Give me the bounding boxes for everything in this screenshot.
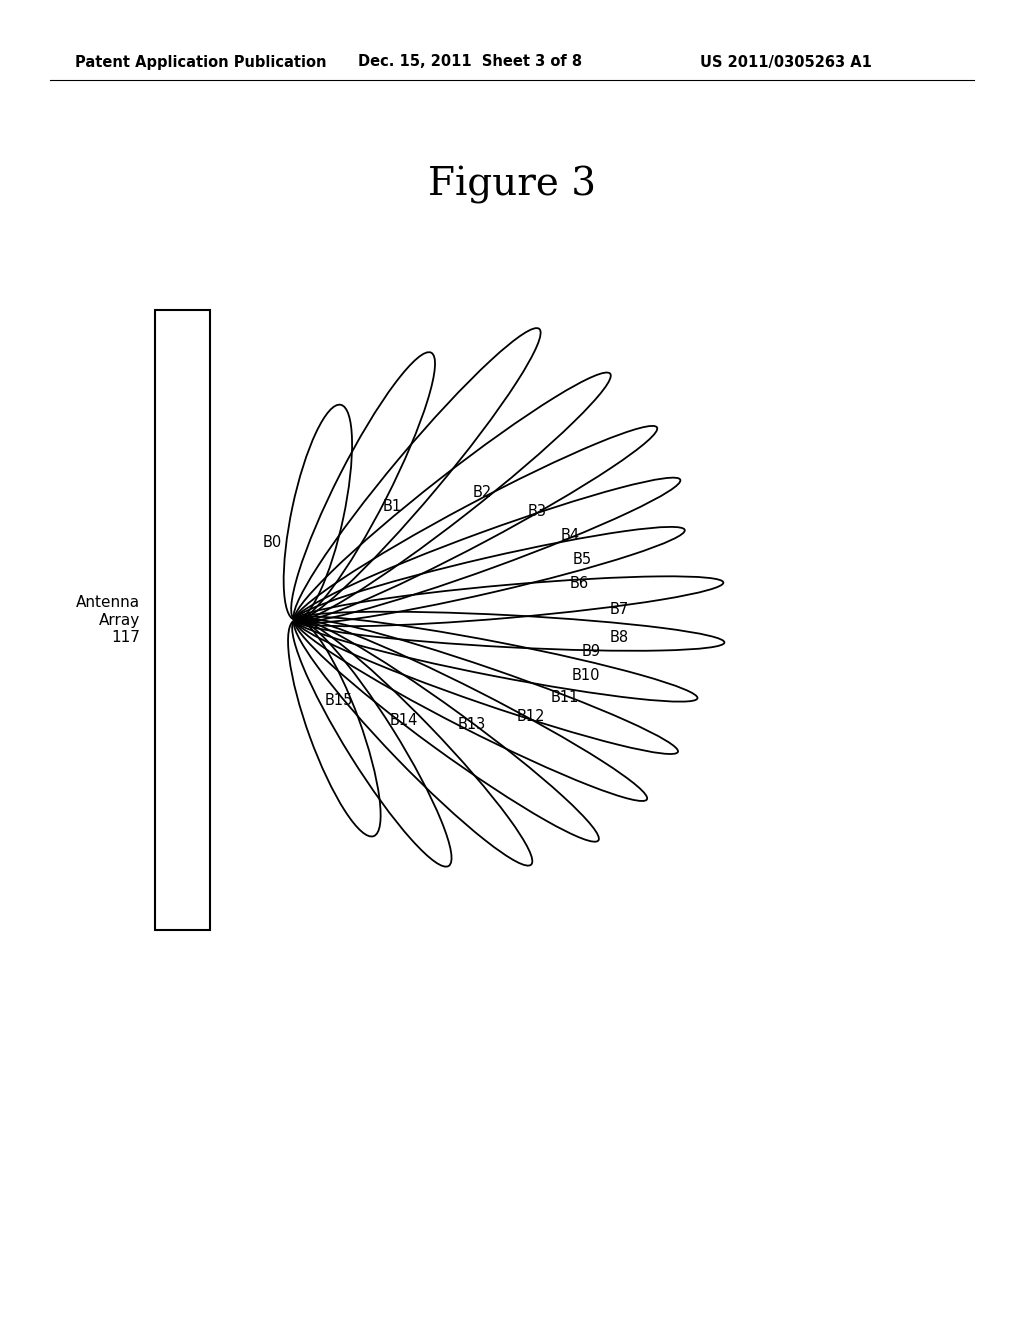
Text: B3: B3 — [527, 504, 547, 519]
Text: B9: B9 — [582, 644, 600, 659]
Text: Patent Application Publication: Patent Application Publication — [75, 54, 327, 70]
Text: B0: B0 — [263, 535, 283, 550]
Text: B6: B6 — [570, 576, 589, 590]
Text: B1: B1 — [383, 499, 402, 513]
Text: B13: B13 — [458, 717, 486, 731]
Text: B5: B5 — [572, 552, 592, 568]
Text: B4: B4 — [561, 528, 581, 544]
Text: B11: B11 — [551, 690, 580, 705]
Text: B14: B14 — [390, 714, 418, 729]
Text: B7: B7 — [609, 602, 629, 616]
Text: Antenna
Array
117: Antenna Array 117 — [76, 595, 140, 645]
Text: US 2011/0305263 A1: US 2011/0305263 A1 — [700, 54, 871, 70]
Bar — [155, 310, 210, 931]
Text: B8: B8 — [609, 630, 629, 644]
Text: B15: B15 — [325, 693, 352, 708]
Text: Figure 3: Figure 3 — [428, 166, 596, 205]
Text: B12: B12 — [517, 709, 545, 723]
Text: Dec. 15, 2011  Sheet 3 of 8: Dec. 15, 2011 Sheet 3 of 8 — [358, 54, 582, 70]
Text: B10: B10 — [571, 668, 600, 684]
Text: B2: B2 — [472, 484, 492, 500]
